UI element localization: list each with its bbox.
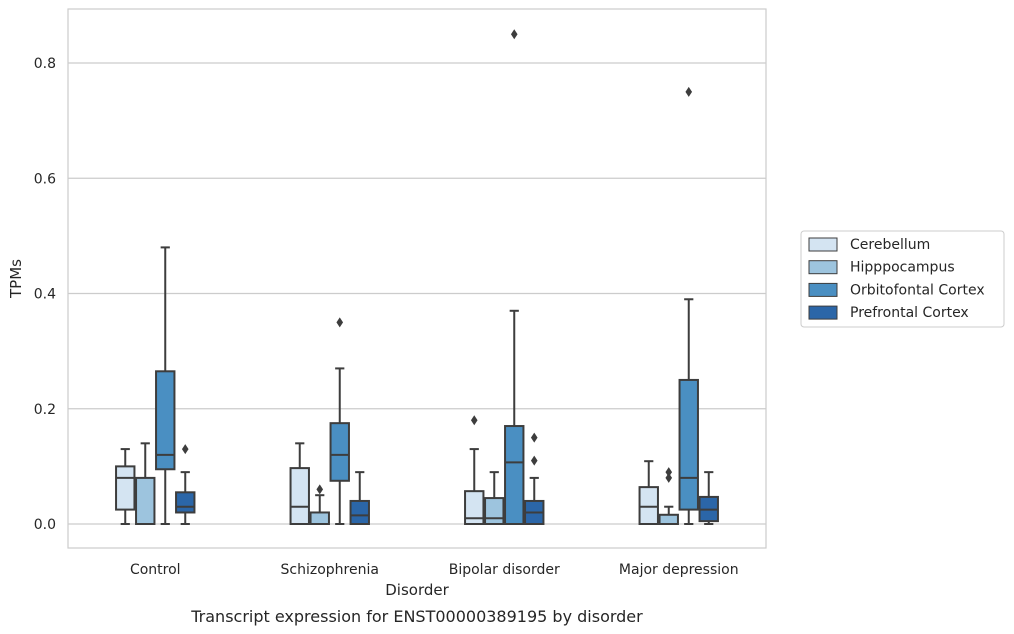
box-iqr: [289, 467, 310, 526]
outlier-point: [530, 455, 538, 466]
x-tick-label: Major depression: [619, 562, 739, 578]
box-orbitofontal-cortex: [504, 29, 525, 526]
box-iqr: [658, 513, 679, 526]
y-tick-label: 0.2: [34, 402, 56, 418]
outlier-point: [181, 444, 189, 455]
box-iqr: [678, 378, 699, 511]
box-iqr: [115, 465, 136, 511]
box-prefrontal-cortex: [698, 471, 719, 525]
legend-swatch: [808, 305, 838, 320]
y-tick-label: 0.0: [34, 517, 56, 533]
box-prefrontal-cortex: [349, 471, 370, 526]
box-iqr: [309, 511, 330, 525]
legend-label: Hipppocampus: [850, 260, 955, 276]
box-hipppocampus: [484, 471, 505, 526]
x-tick-label: Bipolar disorder: [449, 562, 560, 578]
legend-frame: [800, 230, 1005, 328]
box-orbitofontal-cortex: [329, 317, 350, 525]
outlier-point: [530, 432, 538, 443]
box-cerebellum: [289, 442, 310, 526]
boxes: [115, 29, 719, 526]
outlier-point: [665, 472, 673, 483]
legend-label: Prefrontal Cortex: [850, 305, 969, 321]
box-cerebellum: [638, 460, 659, 525]
y-axis-ticks: 0.0 0.2 0.4 0.6 0.8: [34, 56, 56, 533]
box-hipppocampus: [658, 467, 679, 526]
outlier-point: [336, 317, 344, 328]
legend-label: Orbitofontal Cortex: [850, 282, 985, 298]
y-axis-label: TPMs: [7, 259, 25, 299]
legend: Cerebellum Hipppocampus Orbitofontal Corte…: [800, 230, 1005, 328]
x-tick-label: Schizophrenia: [281, 562, 379, 578]
box-iqr: [484, 497, 505, 526]
box-hipppocampus: [309, 484, 330, 525]
outlier-point: [510, 29, 518, 40]
box-orbitofontal-cortex: [155, 246, 176, 525]
outlier-point: [316, 484, 324, 495]
box-iqr: [135, 476, 156, 525]
box-iqr: [638, 486, 659, 525]
legend-swatch: [808, 260, 838, 275]
box-cerebellum: [464, 415, 485, 525]
box-iqr: [175, 491, 196, 514]
outlier-point: [685, 86, 693, 97]
legend-swatch: [808, 237, 838, 252]
legend-swatch: [808, 282, 838, 297]
box-iqr: [329, 422, 350, 482]
box-iqr: [504, 425, 525, 526]
y-tick-label: 0.4: [34, 287, 56, 303]
box-hipppocampus: [135, 442, 156, 525]
x-tick-label: Control: [130, 562, 181, 578]
plot-area-frame: [67, 8, 767, 549]
box-cerebellum: [115, 448, 136, 525]
y-tick-label: 0.8: [34, 56, 56, 72]
x-axis-ticks: Control Schizophrenia Bipolar disorder Majo…: [130, 562, 739, 578]
x-axis-label: Disorder: [385, 581, 449, 599]
y-tick-label: 0.6: [34, 171, 56, 187]
box-orbitofontal-cortex: [678, 86, 699, 525]
box-prefrontal-cortex: [175, 444, 196, 525]
box-iqr: [155, 370, 176, 471]
box-iqr: [349, 499, 370, 526]
legend-label: Cerebellum: [850, 237, 930, 253]
chart-caption: Transcript expression for ENST0000038919…: [190, 607, 643, 626]
outlier-point: [665, 467, 673, 478]
outlier-point: [470, 415, 478, 426]
box-prefrontal-cortex: [524, 432, 545, 526]
box-iqr: [464, 490, 485, 525]
